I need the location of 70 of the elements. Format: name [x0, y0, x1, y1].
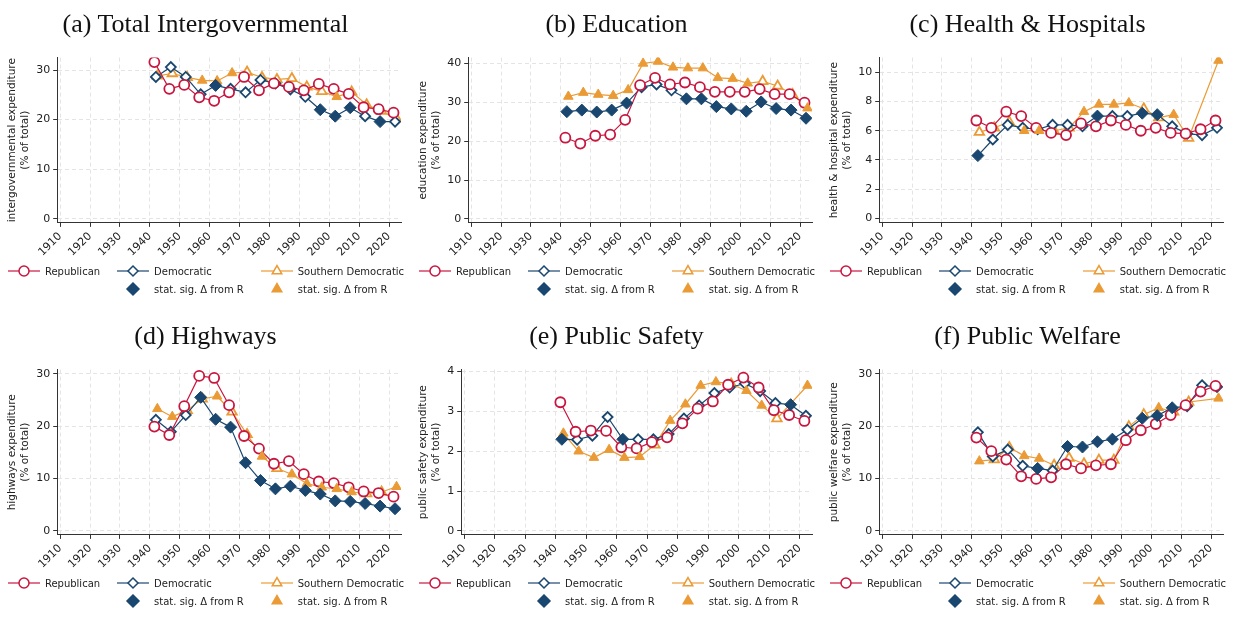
- legend-label: Democratic: [976, 578, 1034, 589]
- legend-label: stat. sig. Δ from R: [1119, 596, 1210, 607]
- y-axis-title: public welfare expenditure (% of total): [827, 382, 852, 523]
- chart-title: (d) Highways: [133, 320, 278, 352]
- y-tick-label: 0: [43, 211, 51, 225]
- legend-label: Republican: [455, 266, 512, 277]
- y-tick-label: 0: [865, 211, 873, 225]
- chart-title: (f) Public Welfare: [933, 320, 1122, 352]
- legend-label: Republican: [866, 266, 923, 277]
- chart-title: (e) Public Safety: [528, 320, 705, 352]
- y-tick-label: 3: [447, 404, 455, 418]
- legend-label: Southern Democratic: [1119, 266, 1227, 277]
- y-tick-label: 10: [858, 65, 873, 79]
- y-axis-title: education expenditure (% of total): [416, 80, 441, 200]
- y-tick-label: 4: [865, 152, 873, 166]
- legend-label: Southern Democratic: [708, 266, 816, 277]
- y-tick-label: 20: [447, 134, 462, 148]
- legend-label: stat. sig. Δ from R: [297, 596, 388, 607]
- y-tick-label: 0: [454, 211, 462, 225]
- legend-label: stat. sig. Δ from R: [297, 284, 388, 295]
- y-tick-label: 10: [447, 172, 462, 186]
- y-tick-label: 30: [858, 366, 873, 380]
- legend-label: Republican: [44, 578, 101, 589]
- chart-title: (a) Total Intergovernmental: [61, 8, 350, 40]
- y-tick-label: 30: [36, 62, 51, 76]
- legend-label: Democratic: [565, 578, 623, 589]
- legend-label: Republican: [866, 578, 923, 589]
- legend-label: stat. sig. Δ from R: [708, 284, 799, 295]
- y-axis-title: health & hospital expenditure (% of total): [827, 62, 852, 219]
- y-tick-label: 2: [447, 444, 455, 458]
- y-tick-label: 8: [865, 94, 873, 108]
- legend-label: Southern Democratic: [297, 266, 405, 277]
- y-tick-label: 0: [43, 523, 51, 537]
- y-tick-label: 20: [858, 418, 873, 432]
- y-tick-label: 10: [36, 162, 51, 176]
- legend-label: Southern Democratic: [708, 578, 816, 589]
- legend-label: stat. sig. Δ from R: [154, 596, 244, 607]
- y-tick-label: 0: [865, 523, 873, 537]
- legend-label: Democratic: [565, 266, 623, 277]
- legend-label: stat. sig. Δ from R: [565, 596, 655, 607]
- legend-label: Democratic: [976, 266, 1034, 277]
- chart-title: (b) Education: [544, 8, 689, 40]
- chart-title: (c) Health & Hospitals: [908, 8, 1147, 40]
- y-tick-label: 30: [447, 95, 462, 109]
- legend-label: stat. sig. Δ from R: [976, 284, 1066, 295]
- y-axis-title: public safety expenditure (% of total): [416, 385, 441, 520]
- y-tick-label: 30: [36, 366, 51, 380]
- legend-label: stat. sig. Δ from R: [708, 596, 799, 607]
- y-tick-label: 10: [858, 471, 873, 485]
- legend-label: Republican: [455, 578, 512, 589]
- legend-label: stat. sig. Δ from R: [1119, 284, 1210, 295]
- y-tick-label: 20: [36, 418, 51, 432]
- legend-label: Southern Democratic: [1119, 578, 1227, 589]
- y-tick-label: 40: [447, 56, 462, 70]
- legend-label: stat. sig. Δ from R: [154, 284, 244, 295]
- legend-label: stat. sig. Δ from R: [565, 284, 655, 295]
- y-tick-label: 6: [865, 123, 873, 137]
- legend-label: Republican: [44, 266, 101, 277]
- y-tick-label: 10: [36, 471, 51, 485]
- y-tick-label: 20: [36, 112, 51, 126]
- y-tick-label: 0: [447, 523, 455, 537]
- legend-label: Democratic: [154, 578, 212, 589]
- legend-label: stat. sig. Δ from R: [976, 596, 1066, 607]
- legend-label: Southern Democratic: [297, 578, 405, 589]
- y-tick-label: 1: [447, 483, 455, 497]
- y-tick-label: 2: [865, 182, 873, 196]
- legend-label: Democratic: [154, 266, 212, 277]
- y-tick-label: 4: [447, 364, 455, 378]
- y-axis-title: intergovernmental expenditure (% of total): [5, 58, 30, 223]
- y-axis-title: highways expenditure (% of total): [5, 394, 30, 511]
